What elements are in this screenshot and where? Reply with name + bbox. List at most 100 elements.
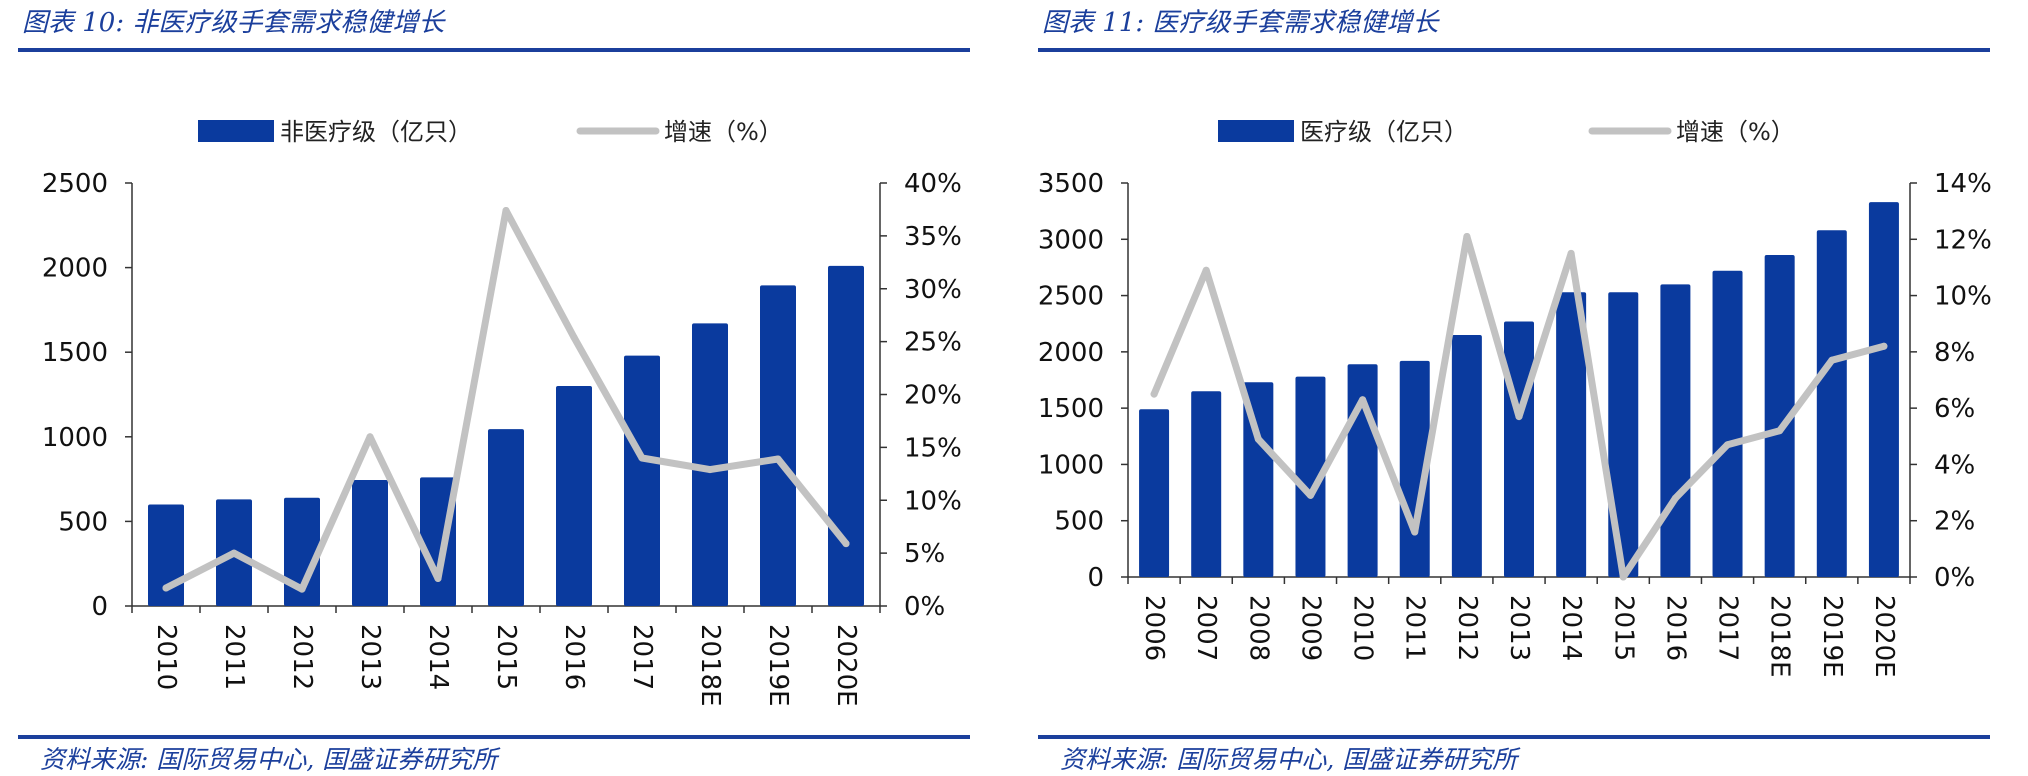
x-tick-label: 2009: [1295, 595, 1325, 661]
line-point: [1671, 494, 1679, 502]
line-point: [162, 584, 170, 592]
x-tick-label: 2020E: [831, 624, 861, 707]
y-tick-label: 500: [58, 507, 108, 537]
y-tick-label: 1500: [42, 338, 108, 368]
bar: [624, 355, 660, 606]
chart-title: 图表 10: 非医疗级手套需求稳健增长: [22, 8, 445, 38]
bar: [760, 285, 796, 606]
bar: [1556, 292, 1587, 577]
line-point: [774, 455, 782, 463]
x-tick-label: 2016: [1660, 595, 1690, 661]
y-tick-label: 3000: [1038, 225, 1104, 255]
legend-label-bar: 非医疗级（亿只）: [280, 118, 472, 146]
x-tick-label: 2010: [151, 624, 181, 690]
y-tick-label: 0: [1087, 563, 1104, 593]
line-point: [1254, 435, 1262, 443]
bar: [1243, 382, 1274, 577]
chart-figure-right: 医疗级（亿只） 增速（%） 0 500 1000 1500 2000 2500 3000 3500…: [1038, 118, 1992, 678]
source-rule: [18, 735, 970, 739]
line-point: [434, 575, 442, 583]
y-tick-label: 1000: [42, 423, 108, 453]
x-tick-label: 2015: [1608, 595, 1638, 661]
chart-source: 资料来源: 国际贸易中心, 国盛证券研究所: [40, 745, 498, 774]
x-tick-label: 2017: [1713, 595, 1743, 661]
line-point: [570, 333, 578, 341]
x-tick-label: 2013: [355, 624, 385, 690]
legend-label-line: 增速（%）: [1676, 118, 1795, 146]
y2-tick-label: 5%: [904, 539, 945, 569]
bar: [1868, 202, 1899, 577]
x-tick-label: 2008: [1243, 595, 1273, 661]
x-tick-label: 2014: [1556, 595, 1586, 661]
y2-tick-label: 14%: [1934, 169, 1992, 199]
x-tick-label: 2015: [491, 624, 521, 690]
bar: [1816, 230, 1847, 577]
line-point: [230, 549, 238, 557]
chart-figure-left: 非医疗级（亿只） 增速（%） 0 500 1000 1500 2000 2500 0% 5% 10%…: [42, 118, 962, 707]
legend-label-bar: 医疗级（亿只）: [1300, 118, 1468, 146]
x-tick-label: 2018E: [695, 624, 725, 707]
x-tick-label: 2014: [423, 624, 453, 690]
x-tick-label: 2010: [1348, 595, 1378, 661]
bar: [1504, 321, 1534, 577]
bar: [352, 479, 388, 606]
bar: [1660, 284, 1691, 577]
source-rule: [1038, 735, 1990, 739]
chart-source: 资料来源: 国际贸易中心, 国盛证券研究所: [1060, 745, 1518, 774]
y-tick-label: 1000: [1038, 450, 1104, 480]
y2-tick-label: 25%: [904, 328, 962, 358]
y2-tick-label: 8%: [1934, 338, 1975, 368]
bar: [488, 429, 524, 606]
line-point: [706, 466, 714, 474]
bar: [1712, 270, 1743, 577]
y2-tick-label: 30%: [904, 275, 962, 305]
y-tick-label: 2000: [42, 254, 108, 284]
x-tick-label: 2012: [287, 624, 317, 690]
bar: [692, 323, 728, 606]
x-tick-label: 2012: [1452, 595, 1482, 661]
x-tick-label: 2006: [1139, 595, 1169, 661]
x-tick-label: 2011: [219, 624, 249, 690]
line-point: [1411, 528, 1419, 536]
y2-tick-label: 4%: [1934, 450, 1975, 480]
y2-tick-label: 15%: [904, 433, 962, 463]
line-point: [1828, 356, 1836, 364]
x-tick-label: 2020E: [1869, 595, 1899, 678]
x-tick-label: 2007: [1191, 595, 1221, 661]
y-tick-label: 500: [1054, 507, 1104, 537]
legend-swatch-bar: [198, 120, 274, 142]
line-point: [1359, 396, 1367, 404]
x-tick-label: 2011: [1400, 595, 1430, 661]
y2-tick-label: 2%: [1934, 507, 1975, 537]
bar: [1347, 364, 1378, 577]
y2-tick-label: 6%: [1934, 394, 1975, 424]
line-point: [1515, 413, 1523, 421]
y2-tick-label: 20%: [904, 381, 962, 411]
line-point: [1724, 441, 1732, 449]
bar: [556, 386, 592, 606]
y2-tick-label: 35%: [904, 222, 962, 252]
y-tick-label: 2000: [1038, 338, 1104, 368]
y2-tick-label: 12%: [1934, 225, 1992, 255]
y2-tick-label: 40%: [904, 169, 962, 199]
y2-tick-label: 10%: [1934, 282, 1992, 312]
line-point: [1150, 390, 1158, 398]
y-tick-label: 3500: [1038, 169, 1104, 199]
x-tick-label: 2019E: [1817, 595, 1847, 678]
line-point: [1463, 232, 1471, 240]
line-point: [366, 433, 374, 441]
x-tick-label: 2013: [1504, 595, 1534, 661]
y2-tick-label: 0%: [1934, 563, 1975, 593]
line-point: [1567, 249, 1575, 257]
bar: [420, 477, 456, 606]
line-point: [1776, 427, 1784, 435]
line-point: [298, 585, 306, 593]
bar: [1608, 292, 1639, 577]
line-point: [1306, 491, 1314, 499]
x-tick-label: 2019E: [763, 624, 793, 707]
line-point: [1619, 573, 1627, 581]
chart-panel-right: 图表 11: 医疗级手套需求稳健增长 医疗级（亿只） 增速（%） 0 500 1000 1…: [1020, 0, 1992, 774]
x-tick-label: 2017: [627, 624, 657, 690]
title-rule: [18, 48, 970, 52]
bar: [1764, 255, 1795, 577]
